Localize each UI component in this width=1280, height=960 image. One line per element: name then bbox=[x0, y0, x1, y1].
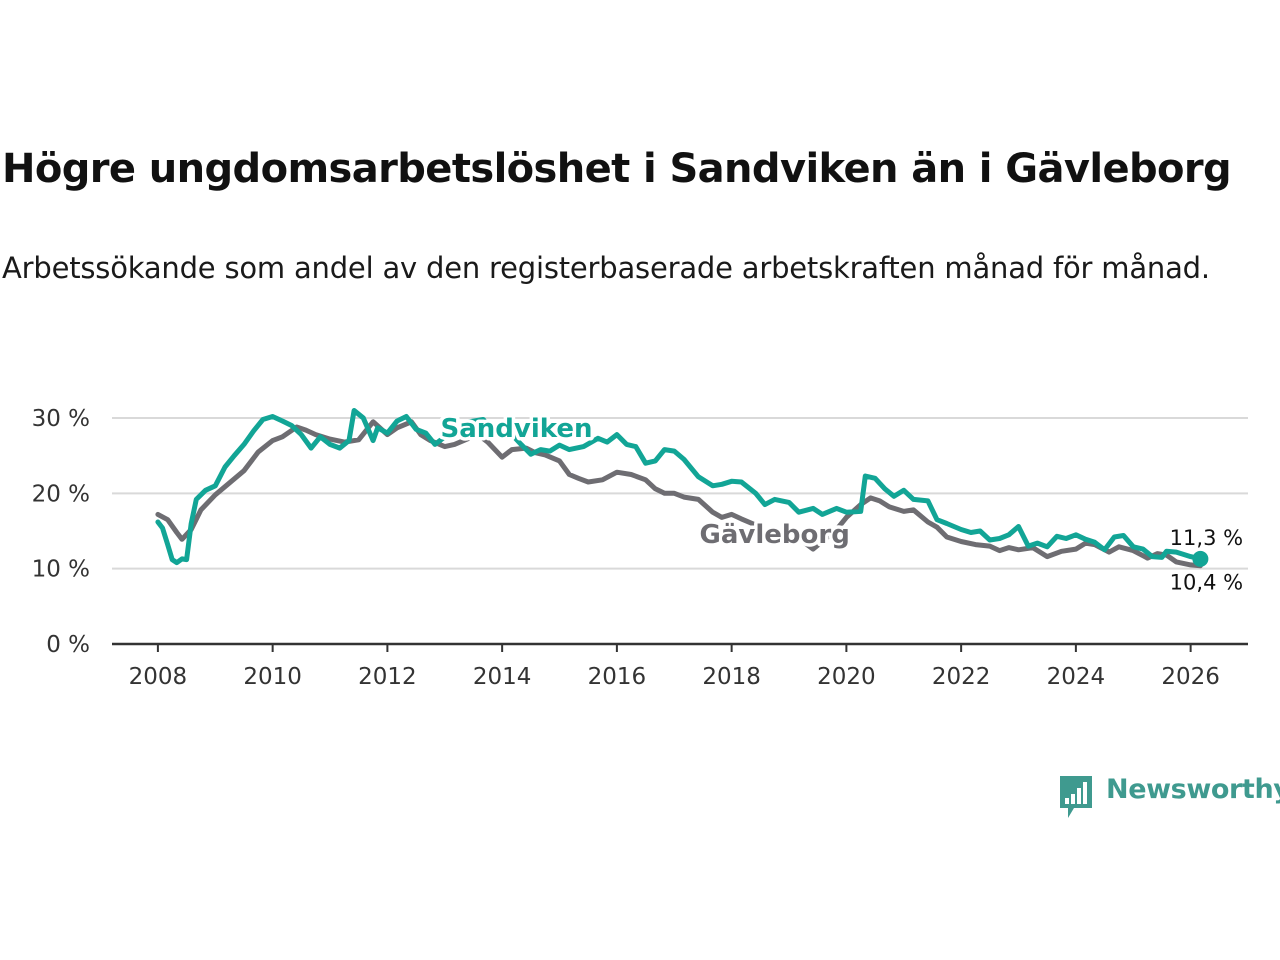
series-line-gävleborg bbox=[155, 419, 1203, 569]
bar-chart-speech-bubble-icon bbox=[1060, 776, 1092, 818]
x-tick-label: 2024 bbox=[1047, 664, 1106, 690]
series-lines bbox=[155, 408, 1203, 569]
series-name-label-sandviken: Sandviken bbox=[440, 414, 592, 444]
x-axis: 2008 2010 2012 2014 2016 2018 2020 2022 2024 2026 bbox=[112, 642, 1248, 690]
x-tick-label: 2008 bbox=[129, 664, 188, 690]
y-tick-label: 20 % bbox=[32, 481, 90, 507]
x-tick-label: 2010 bbox=[243, 664, 302, 690]
end-value-label-sandviken: 11,3 % bbox=[1170, 526, 1243, 550]
y-tick-label: 30 % bbox=[32, 406, 90, 432]
series-line-sandviken bbox=[155, 408, 1203, 566]
x-tick-label: 2026 bbox=[1161, 664, 1220, 690]
chart-title: Högre ungdomsarbetslöshet i Sandviken än… bbox=[2, 146, 1232, 192]
newsworthy-logo[interactable]: Newsworthy bbox=[1058, 770, 1280, 820]
end-value-label-gävleborg: 10,4 % bbox=[1170, 571, 1243, 595]
series-name-label-gävleborg: Gävleborg bbox=[700, 520, 850, 550]
x-tick-label: 2016 bbox=[588, 664, 647, 690]
x-tick-label: 2018 bbox=[702, 664, 761, 690]
series-labels: 10,4 % 11,3 % Gävleborg Sandviken bbox=[437, 410, 1243, 595]
x-tick-label: 2012 bbox=[358, 664, 417, 690]
endpoint-marker-sandviken bbox=[1192, 550, 1209, 567]
x-tick-label: 2020 bbox=[817, 664, 876, 690]
brand-name: Newsworthy bbox=[1106, 774, 1280, 805]
y-tick-label: 10 % bbox=[32, 557, 90, 583]
chart-subtitle: Arbetssökande som andel av den registerb… bbox=[2, 251, 1210, 285]
y-tick-label: 0 % bbox=[46, 632, 90, 658]
line-chart: 0 % 10 % 20 % 30 % 2008 2010 2012 2014 2016 2018… bbox=[32, 406, 1248, 690]
y-axis: 0 % 10 % 20 % 30 % bbox=[32, 406, 90, 658]
x-tick-label: 2014 bbox=[473, 664, 532, 690]
x-tick-label: 2022 bbox=[932, 664, 991, 690]
